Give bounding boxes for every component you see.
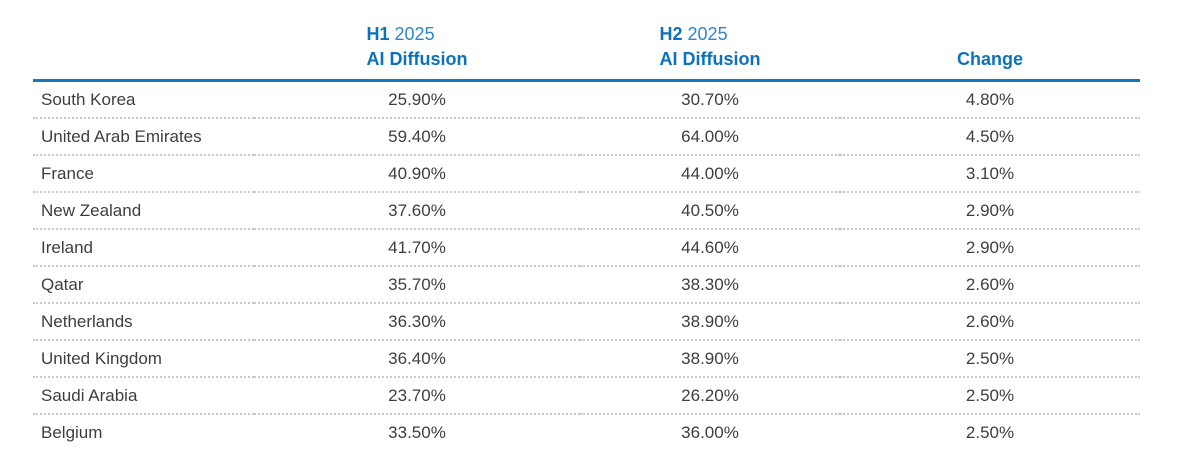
- table-row: Qatar 35.70% 38.30% 2.60%: [33, 266, 1140, 304]
- country-cell: Netherlands: [33, 303, 254, 341]
- h2-period-half: H2: [659, 24, 683, 44]
- country-cell: Saudi Arabia: [33, 377, 254, 415]
- h1-header-block: H1 2025 AI Diffusion: [367, 22, 468, 72]
- country-cell: Belgium: [41, 422, 103, 442]
- h1-value-cell: 25.90%: [254, 80, 580, 119]
- ai-diffusion-table: H1 2025 AI Diffusion H2 2025 AI Diffusio…: [33, 14, 1140, 450]
- country-cell: Qatar: [33, 266, 254, 304]
- table-row: Ireland 41.70% 44.60% 2.90%: [33, 229, 1140, 267]
- h2-value-cell: 38.90%: [580, 340, 840, 378]
- table-row: South Korea 25.90% 30.70% 4.80%: [33, 80, 1140, 119]
- h2-value-cell: 64.00%: [580, 118, 840, 156]
- h2-metric-label: AI Diffusion: [659, 49, 761, 69]
- h2-value-cell: 38.90%: [580, 303, 840, 341]
- change-value-cell: 2.50%: [840, 377, 1140, 415]
- h1-value-cell: 40.90%: [254, 155, 580, 193]
- h1-metric-label: AI Diffusion: [366, 49, 468, 69]
- country-cell: South Korea: [33, 80, 254, 119]
- h2-value-cell: 44.00%: [580, 155, 840, 193]
- change-value-cell: 4.80%: [840, 80, 1140, 119]
- change-value-cell: 2.50%: [840, 340, 1140, 378]
- change-header-label: Change: [956, 49, 1023, 69]
- change-value-cell: 2.60%: [840, 266, 1140, 304]
- h1-value-cell: 59.40%: [254, 118, 580, 156]
- change-value-cell: 4.50%: [840, 118, 1140, 156]
- h2-value-cell: 44.60%: [580, 229, 840, 267]
- col-header-h1-2025: H1 2025 AI Diffusion: [254, 14, 580, 82]
- h1-period: H1 2025: [367, 22, 468, 47]
- h1-value-cell: 36.30%: [254, 303, 580, 341]
- table-body: South Korea 25.90% 30.70% 4.80% United A…: [33, 80, 1140, 451]
- country-cell: New Zealand: [33, 192, 254, 230]
- change-value-cell: 3.10%: [840, 155, 1140, 193]
- change-value-cell: 2.90%: [840, 192, 1140, 230]
- header-row: H1 2025 AI Diffusion H2 2025 AI Diffusio…: [33, 14, 1140, 82]
- col-header-country: [33, 14, 254, 82]
- h1-value-cell: 35.70%: [254, 266, 580, 304]
- h2-value-cell: 30.70%: [580, 80, 840, 119]
- h2-period: H2 2025: [660, 22, 761, 47]
- h2-value-cell: 38.30%: [580, 266, 840, 304]
- table-row: France 40.90% 44.00% 3.10%: [33, 155, 1140, 193]
- table-row: Netherlands 36.30% 38.90% 2.60%: [33, 303, 1140, 341]
- country-cell: Ireland: [33, 229, 254, 267]
- h1-value-cell: 33.50%: [388, 422, 446, 442]
- h2-value-cell: 40.50%: [580, 192, 840, 230]
- h2-period-year: 2025: [687, 24, 728, 44]
- h1-value-cell: 23.70%: [254, 377, 580, 415]
- h2-value-cell: 36.00%: [681, 422, 739, 442]
- table-row: Belgium 33.50% 36.00% 2.50%: [33, 414, 1140, 450]
- change-value-cell: 2.50%: [965, 422, 1015, 442]
- h1-period-year: 2025: [394, 24, 435, 44]
- change-value-cell: 2.90%: [840, 229, 1140, 267]
- country-cell: United Kingdom: [33, 340, 254, 378]
- col-header-change: Change: [840, 14, 1140, 82]
- table-header: H1 2025 AI Diffusion H2 2025 AI Diffusio…: [33, 14, 1140, 82]
- h1-period-half: H1: [366, 24, 390, 44]
- change-value-cell: 2.60%: [840, 303, 1140, 341]
- col-header-h2-2025: H2 2025 AI Diffusion: [580, 14, 840, 82]
- table-row: United Arab Emirates 59.40% 64.00% 4.50%: [33, 118, 1140, 156]
- h1-value-cell: 41.70%: [254, 229, 580, 267]
- h1-value-cell: 37.60%: [254, 192, 580, 230]
- h2-value-cell: 26.20%: [580, 377, 840, 415]
- h2-header-block: H2 2025 AI Diffusion: [660, 22, 761, 72]
- table-row: New Zealand 37.60% 40.50% 2.90%: [33, 192, 1140, 230]
- country-cell: United Arab Emirates: [33, 118, 254, 156]
- table-row: United Kingdom 36.40% 38.90% 2.50%: [33, 340, 1140, 378]
- table-row: Saudi Arabia 23.70% 26.20% 2.50%: [33, 377, 1140, 415]
- h1-value-cell: 36.40%: [254, 340, 580, 378]
- country-cell: France: [33, 155, 254, 193]
